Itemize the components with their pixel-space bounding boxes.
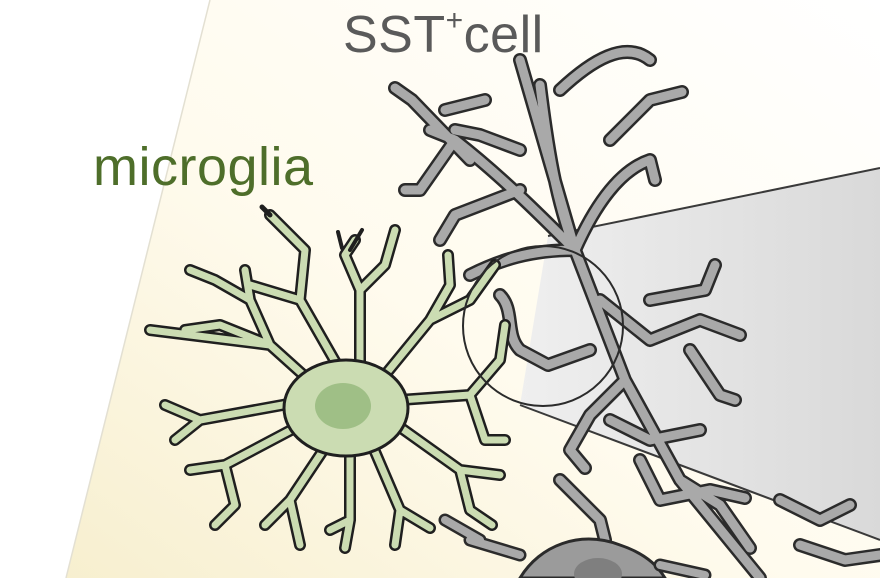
neuron-soma-bottom bbox=[438, 513, 712, 578]
microglia-label: microglia bbox=[93, 137, 314, 197]
contact-zoom-circle bbox=[462, 245, 624, 407]
sst-label-prefix: SST bbox=[343, 6, 446, 64]
sst-cell-label: SST+cell bbox=[343, 4, 544, 64]
zoom-line-top bbox=[547, 167, 880, 237]
sst-label-superscript: + bbox=[445, 4, 464, 37]
wedge-edge bbox=[65, 0, 211, 578]
sst-label-suffix: cell bbox=[463, 6, 544, 64]
microglia-cell bbox=[150, 204, 505, 548]
